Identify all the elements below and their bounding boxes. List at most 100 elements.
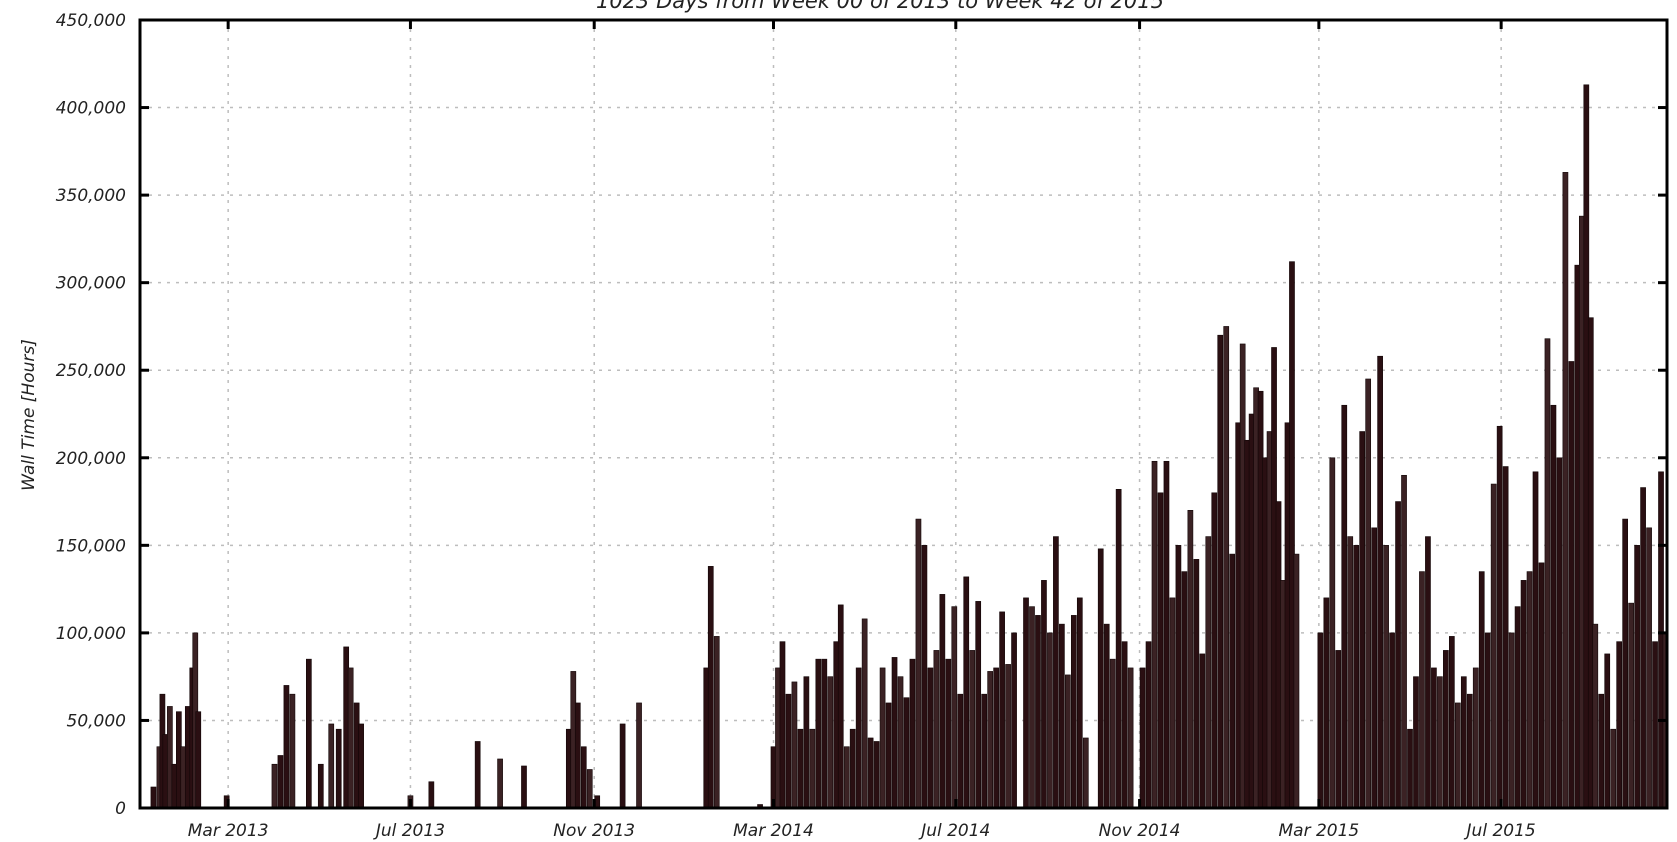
y-tick-label: 250,000 bbox=[56, 361, 126, 381]
data-bar bbox=[1023, 597, 1029, 809]
data-bar bbox=[1115, 488, 1122, 809]
data-bar bbox=[521, 765, 527, 809]
data-bar bbox=[1556, 457, 1563, 809]
x-tick-label: Nov 2014 bbox=[1099, 821, 1181, 841]
grid-layer bbox=[140, 20, 1667, 808]
data-bar bbox=[1317, 632, 1324, 809]
y-axis-title: Wall Time [Hours] bbox=[19, 339, 39, 491]
y-tick-label: 150,000 bbox=[56, 536, 126, 556]
data-bar bbox=[1011, 632, 1017, 809]
data-bar bbox=[1223, 326, 1230, 809]
data-bar bbox=[707, 566, 714, 809]
data-bar bbox=[1592, 623, 1599, 809]
bars-layer bbox=[150, 84, 1669, 809]
data-bar bbox=[1478, 571, 1485, 809]
data-bar bbox=[1217, 334, 1224, 809]
data-bar bbox=[927, 667, 934, 809]
data-bar bbox=[1646, 527, 1652, 809]
data-bar bbox=[993, 667, 999, 809]
data-bar bbox=[1472, 667, 1479, 809]
data-bar bbox=[497, 758, 503, 809]
data-bar bbox=[981, 693, 988, 809]
plot-frame bbox=[138, 18, 1669, 810]
data-bar bbox=[999, 611, 1005, 809]
data-bar bbox=[1103, 623, 1110, 809]
data-bar bbox=[1514, 606, 1521, 809]
data-bar bbox=[335, 728, 342, 809]
data-bar bbox=[1520, 580, 1527, 809]
data-bar bbox=[271, 763, 278, 809]
data-bar bbox=[785, 693, 792, 809]
data-bar bbox=[1199, 653, 1206, 809]
data-bar bbox=[797, 728, 804, 809]
data-bar bbox=[586, 769, 593, 809]
data-bar bbox=[1496, 425, 1503, 809]
data-bar bbox=[1329, 457, 1336, 809]
data-bar bbox=[1323, 597, 1330, 809]
data-bar bbox=[867, 737, 874, 809]
data-bar bbox=[1610, 728, 1617, 809]
data-bar bbox=[1121, 641, 1128, 809]
y-tick-label: 300,000 bbox=[56, 274, 126, 294]
data-bar bbox=[1389, 632, 1395, 809]
data-bar bbox=[1151, 460, 1158, 809]
data-bar bbox=[1502, 466, 1509, 809]
x-tick-label: Nov 2013 bbox=[553, 821, 635, 841]
data-bar bbox=[1187, 510, 1194, 809]
data-bar bbox=[317, 763, 324, 809]
data-bar bbox=[1181, 571, 1188, 809]
data-bar bbox=[289, 693, 296, 809]
data-bar bbox=[891, 657, 898, 809]
data-bar bbox=[897, 676, 904, 809]
data-bar bbox=[1562, 172, 1569, 809]
data-bar bbox=[963, 576, 970, 809]
data-bar bbox=[849, 728, 856, 809]
data-bar bbox=[1035, 615, 1041, 809]
data-bar bbox=[957, 693, 964, 809]
data-bar bbox=[1229, 553, 1236, 809]
data-bar bbox=[1466, 693, 1473, 809]
data-bar bbox=[1544, 338, 1551, 809]
data-bar bbox=[1335, 650, 1342, 809]
y-tick-label: 100,000 bbox=[56, 624, 126, 644]
data-bar bbox=[873, 741, 880, 809]
data-bar bbox=[921, 545, 928, 809]
data-bar bbox=[1169, 597, 1176, 809]
data-bar bbox=[1652, 641, 1658, 809]
data-bar bbox=[636, 702, 642, 809]
x-tick-label: Jul 2014 bbox=[918, 821, 990, 841]
data-bar bbox=[1568, 361, 1575, 809]
data-bar bbox=[1059, 623, 1065, 809]
data-bar bbox=[1443, 650, 1449, 809]
data-bar bbox=[1359, 431, 1366, 809]
data-bar bbox=[879, 667, 886, 809]
data-bar bbox=[1157, 492, 1164, 809]
data-bar bbox=[1419, 571, 1425, 809]
y-tick-labels: 0 50,000 100,000 150,000 200,000 250,000 300,0… bbox=[56, 11, 126, 819]
data-bar bbox=[277, 755, 284, 809]
y-tick-label: 350,000 bbox=[56, 186, 126, 206]
data-bar bbox=[1508, 632, 1515, 809]
y-tick-label: 50,000 bbox=[67, 711, 126, 731]
data-bar bbox=[1163, 460, 1170, 809]
data-bar bbox=[1449, 636, 1455, 809]
data-bar bbox=[1628, 602, 1634, 809]
data-bar bbox=[1490, 483, 1497, 809]
data-bar bbox=[1484, 632, 1491, 809]
data-bar bbox=[1353, 545, 1360, 809]
data-bar bbox=[619, 723, 626, 809]
data-bar bbox=[1425, 536, 1431, 809]
data-bar bbox=[1550, 404, 1557, 809]
data-bar bbox=[855, 667, 862, 809]
y-tick-label: 400,000 bbox=[56, 99, 126, 119]
data-bar bbox=[1640, 487, 1646, 809]
data-bar bbox=[1371, 527, 1377, 809]
data-bar bbox=[1365, 378, 1372, 809]
data-bar bbox=[975, 601, 982, 809]
data-bar bbox=[1413, 676, 1419, 809]
data-bar bbox=[574, 702, 581, 809]
data-bar bbox=[843, 746, 850, 809]
data-bar bbox=[791, 681, 798, 809]
data-bar bbox=[1460, 676, 1467, 809]
data-bar bbox=[1205, 536, 1212, 809]
